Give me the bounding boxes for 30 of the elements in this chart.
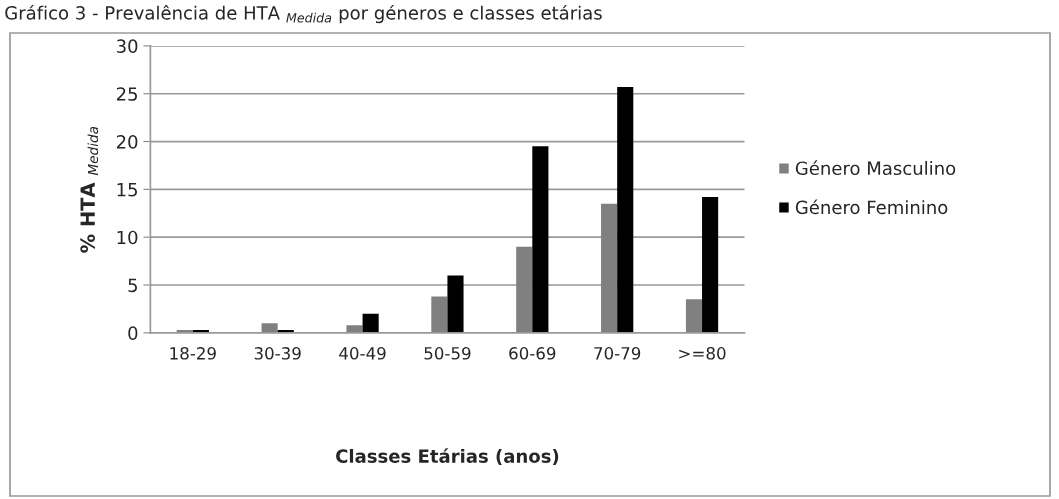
x-tick-label: 18-29 (170, 347, 216, 360)
y-tick-label: 0 (128, 326, 138, 340)
x-tick-label: 30-39 (254, 347, 301, 360)
bar (261, 323, 278, 333)
chart-title: Gráfico 3 - Prevalência de HTA $_{Medida}$ por géneros e classes etárias (5, 4, 602, 24)
x-tick-label: >=80 (679, 347, 726, 360)
bar (362, 313, 379, 333)
y-tick-label: 25 (116, 87, 137, 101)
y-tick-label: 15 (117, 183, 137, 197)
bar (532, 146, 549, 333)
bar (431, 296, 448, 333)
y-tick-label: 30 (116, 39, 138, 54)
legend-label: Género Feminino (795, 199, 948, 215)
bar (601, 203, 618, 333)
y-tick-label: 20 (116, 135, 138, 149)
x-tick-label: 40-49 (339, 347, 386, 360)
x-tick-label: 60-69 (509, 347, 556, 360)
bar (516, 246, 533, 333)
bar (685, 299, 703, 333)
bar (346, 325, 363, 333)
y-tick-label: 5 (128, 278, 137, 293)
y-tick-label: 10 (117, 230, 138, 245)
legend-label: Género Masculino (795, 160, 956, 176)
bar (702, 197, 719, 333)
x-tick-label: 50-59 (424, 347, 471, 360)
bar (617, 87, 634, 333)
x-axis-title: Classes Etárias (anos) (336, 448, 559, 466)
bar (447, 275, 464, 333)
x-tick-label: 70-79 (594, 347, 641, 360)
y-axis-title: % HTA $_{Medida}$ (80, 126, 99, 253)
